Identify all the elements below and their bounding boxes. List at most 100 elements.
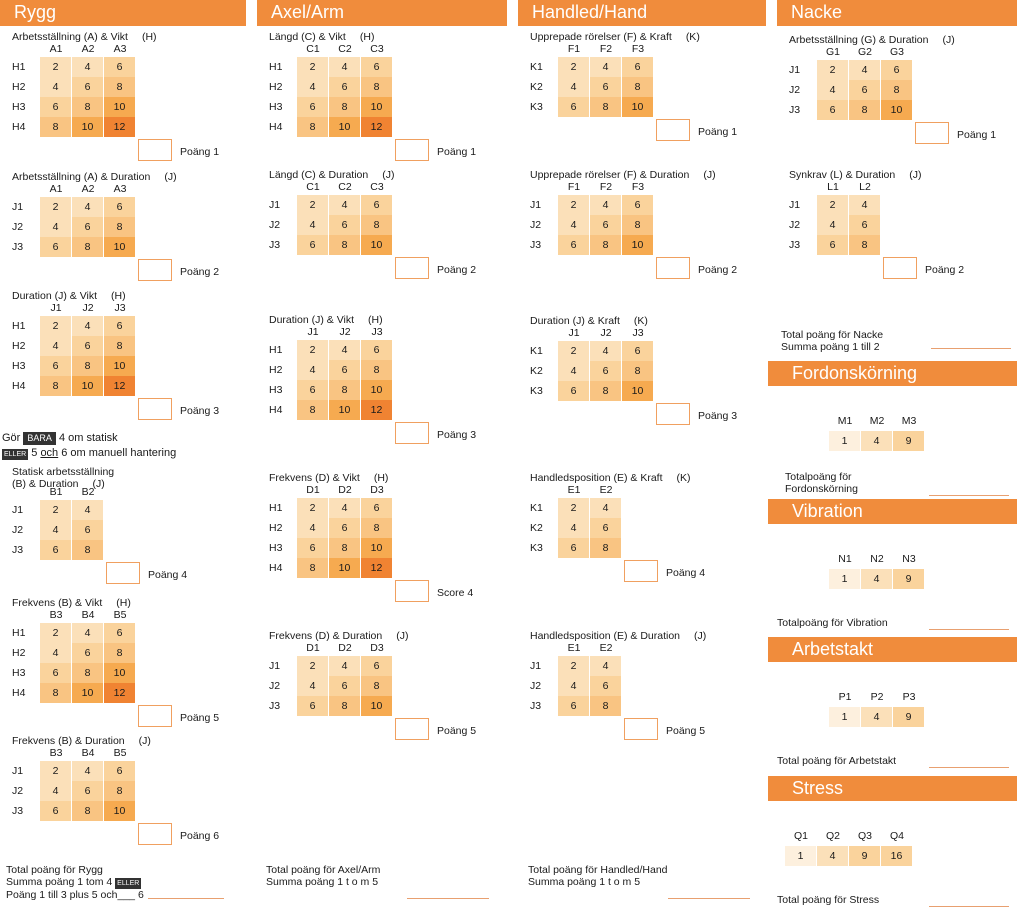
score-label: Poäng 5 [437,725,477,737]
score-cell: 4 [590,341,621,361]
column-header: J2 [82,302,94,314]
score-input-box[interactable] [106,562,140,584]
title-hint: (J) [138,735,151,747]
row-header: H4 [269,562,283,574]
score-cell: 6 [297,235,328,255]
section-header: Vibration [768,499,1017,524]
section-header: Stress [768,776,1017,801]
column-header: B3 [49,609,63,621]
row-header: H1 [12,61,26,73]
score-input-box[interactable] [656,119,690,141]
row-header: J1 [530,660,542,672]
score-input-box[interactable] [624,718,658,740]
note-tag: ELLER [2,449,29,460]
score-cell: 12 [104,117,135,137]
score-input-box[interactable] [138,398,172,420]
score-input-box[interactable] [138,139,172,161]
row-header: H3 [269,101,283,113]
score-cell: 8 [361,676,392,696]
row-header: K1 [530,502,543,514]
title-hint: (H) [111,290,126,302]
score-cell: 10 [361,538,392,558]
total-tag: ELLER [115,878,142,889]
score-input-box[interactable] [915,122,949,144]
row-header: H3 [269,542,283,554]
row-header: H1 [12,627,26,639]
row-header: K1 [530,61,543,73]
column-header: L2 [859,181,871,193]
column-header: D2 [338,642,352,654]
column-header: A1 [49,183,63,195]
row-header: J3 [12,241,24,253]
score-cell: 10 [881,100,912,120]
score-cell: 2 [40,761,71,781]
title-hint: (K) [685,31,700,43]
score-cell: 6 [622,195,653,215]
title-hint: (J) [909,169,922,181]
score-input-box[interactable] [395,257,429,279]
score-input-box[interactable] [138,259,172,281]
total-answer-line[interactable] [668,898,750,899]
score-cell: 9 [849,846,880,866]
score-cell: 2 [558,656,589,676]
column-header: P2 [870,691,884,703]
score-input-box[interactable] [656,403,690,425]
score-cell: 4 [40,781,71,801]
score-input-box[interactable] [624,560,658,582]
score-cell: 8 [622,215,653,235]
row-header: H2 [12,340,26,352]
row-header: J2 [12,221,24,233]
total-answer-line[interactable] [407,898,489,899]
score-cell: 6 [72,77,103,97]
row-header: H3 [12,101,26,113]
score-cell: 8 [329,235,360,255]
score-cell: 4 [297,215,328,235]
score-cell: 8 [590,97,621,117]
score-cell: 1 [785,846,816,866]
score-label: Poäng 1 [698,126,738,138]
score-cell: 4 [297,676,328,696]
row-header: H2 [269,81,283,93]
total-answer-line[interactable] [929,495,1009,496]
total-answer-line[interactable] [929,767,1009,768]
total-answer-line[interactable] [929,629,1009,630]
block-title: Arbetsställning (G) & Duration (J) [789,34,955,46]
score-cell: 8 [361,77,392,97]
title-text: Duration [530,315,570,327]
total-answer-line[interactable] [931,348,1011,349]
total-answer-line[interactable] [148,898,224,899]
score-input-box[interactable] [395,139,429,161]
score-cell: 9 [893,569,924,589]
score-cell: 6 [817,235,848,255]
score-input-box[interactable] [883,257,917,279]
score-input-box[interactable] [395,422,429,444]
column-header: E2 [599,642,613,654]
row-header: H1 [269,502,283,514]
title-text: Handledsposition [530,472,611,484]
title-hint: (J) [92,478,105,490]
total-line: Poäng 1 till 3 plus 5 och___ 6 [6,889,144,901]
score-cell: 6 [104,316,135,336]
score-cell: 6 [361,57,392,77]
score-cell: 6 [297,696,328,716]
score-cell: 12 [104,376,135,396]
title-hint: (H) [368,314,383,326]
score-input-box[interactable] [138,823,172,845]
score-cell: 6 [104,57,135,77]
title-hint: (H) [141,31,157,43]
score-cell: 6 [329,676,360,696]
score-input-box[interactable] [138,705,172,727]
score-cell: 6 [849,215,880,235]
score-cell: 8 [72,97,103,117]
title-subtitle: (F) & Duration [623,169,690,181]
score-input-box[interactable] [395,580,429,602]
column-header: A3 [113,183,127,195]
score-input-box[interactable] [395,718,429,740]
score-cell: 8 [329,380,360,400]
instruction-line-1: Gör BARA 4 om statisk [2,432,118,445]
score-label: Poäng 2 [698,264,738,276]
score-label: Poäng 1 [437,146,477,158]
score-input-box[interactable] [656,257,690,279]
score-cell: 8 [590,235,621,255]
title-hint: (J) [396,630,409,642]
